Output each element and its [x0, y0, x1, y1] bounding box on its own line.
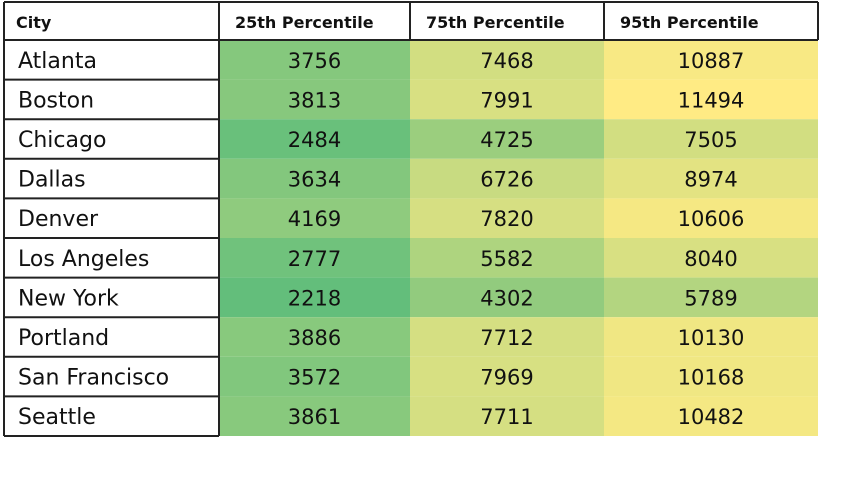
city-label-denver: Denver [18, 207, 99, 232]
city-label-new-york: New York [18, 286, 119, 311]
value-dallas-95th-percentile: 8974 [684, 168, 737, 192]
heat-cell-san-francisco-75th-percentile [410, 356, 604, 397]
value-portland-95th-percentile: 10130 [678, 326, 745, 350]
heat-cell-boston-95th-percentile [604, 79, 818, 120]
value-los-angeles-95th-percentile: 8040 [684, 247, 737, 271]
heat-cell-chicago-25th-percentile [219, 119, 410, 159]
heat-cell-new-york-25th-percentile [219, 277, 410, 318]
city-label-san-francisco: San Francisco [18, 366, 169, 391]
heat-cell-los-angeles-25th-percentile [219, 238, 410, 278]
city-label-chicago: Chicago [18, 128, 106, 153]
value-san-francisco-25th-percentile: 3572 [288, 366, 341, 390]
value-san-francisco-95th-percentile: 10168 [678, 366, 745, 390]
header-75th-percentile: 75th Percentile [426, 13, 565, 32]
value-seattle-95th-percentile: 10482 [678, 405, 745, 429]
heat-cell-dallas-25th-percentile [219, 158, 410, 199]
heat-cell-atlanta-95th-percentile [604, 40, 818, 80]
heat-cell-boston-25th-percentile [219, 79, 410, 120]
city-label-dallas: Dallas [18, 168, 86, 193]
value-new-york-25th-percentile: 2218 [288, 286, 341, 310]
value-portland-25th-percentile: 3886 [288, 326, 341, 350]
value-denver-75th-percentile: 7820 [480, 207, 533, 231]
heat-cell-seattle-95th-percentile [604, 396, 818, 436]
value-boston-25th-percentile: 3813 [288, 88, 341, 112]
value-seattle-25th-percentile: 3861 [288, 405, 341, 429]
value-atlanta-75th-percentile: 7468 [480, 49, 533, 73]
heat-cell-chicago-95th-percentile [604, 119, 818, 159]
value-los-angeles-75th-percentile: 5582 [480, 247, 533, 271]
heat-cell-san-francisco-25th-percentile [219, 356, 410, 397]
value-dallas-75th-percentile: 6726 [480, 168, 533, 192]
header-25th-percentile: 25th Percentile [235, 13, 374, 32]
city-label-seattle: Seattle [18, 405, 96, 430]
value-denver-25th-percentile: 4169 [288, 207, 341, 231]
heat-cell-denver-95th-percentile [604, 198, 818, 238]
value-chicago-95th-percentile: 7505 [684, 128, 737, 152]
heat-cell-los-angeles-75th-percentile [410, 238, 604, 278]
heat-cell-dallas-95th-percentile [604, 158, 818, 199]
value-denver-95th-percentile: 10606 [678, 207, 745, 231]
city-label-los-angeles: Los Angeles [18, 247, 149, 272]
heat-cell-atlanta-25th-percentile [219, 40, 410, 80]
heat-cell-dallas-75th-percentile [410, 158, 604, 199]
value-portland-75th-percentile: 7712 [480, 326, 533, 350]
header-city: City [16, 13, 52, 32]
value-atlanta-95th-percentile: 10887 [678, 49, 745, 73]
value-atlanta-25th-percentile: 3756 [288, 49, 341, 73]
value-boston-95th-percentile: 11494 [678, 88, 745, 112]
heat-cell-boston-75th-percentile [410, 79, 604, 120]
heat-cell-seattle-25th-percentile [219, 396, 410, 436]
value-chicago-25th-percentile: 2484 [288, 128, 341, 152]
value-dallas-25th-percentile: 3634 [288, 168, 341, 192]
value-seattle-75th-percentile: 7711 [480, 405, 533, 429]
city-label-atlanta: Atlanta [18, 49, 97, 74]
value-new-york-75th-percentile: 4302 [480, 286, 533, 310]
heat-cell-san-francisco-95th-percentile [604, 356, 818, 397]
heat-cell-new-york-95th-percentile [604, 277, 818, 318]
heat-cell-new-york-75th-percentile [410, 277, 604, 318]
heat-cell-denver-25th-percentile [219, 198, 410, 238]
heat-cell-denver-75th-percentile [410, 198, 604, 238]
heat-cell-atlanta-75th-percentile [410, 40, 604, 80]
value-los-angeles-25th-percentile: 2777 [288, 247, 341, 271]
heat-cell-los-angeles-95th-percentile [604, 238, 818, 278]
value-san-francisco-75th-percentile: 7969 [480, 366, 533, 390]
heat-cell-portland-25th-percentile [219, 317, 410, 357]
heat-cell-portland-75th-percentile [410, 317, 604, 357]
value-new-york-95th-percentile: 5789 [684, 286, 737, 310]
city-label-boston: Boston [18, 88, 94, 113]
header-95th-percentile: 95th Percentile [620, 13, 759, 32]
heat-cell-seattle-75th-percentile [410, 396, 604, 436]
heat-cell-chicago-75th-percentile [410, 119, 604, 159]
value-boston-75th-percentile: 7991 [480, 88, 533, 112]
heat-cell-portland-95th-percentile [604, 317, 818, 357]
city-label-portland: Portland [18, 326, 109, 351]
value-chicago-75th-percentile: 4725 [480, 128, 533, 152]
